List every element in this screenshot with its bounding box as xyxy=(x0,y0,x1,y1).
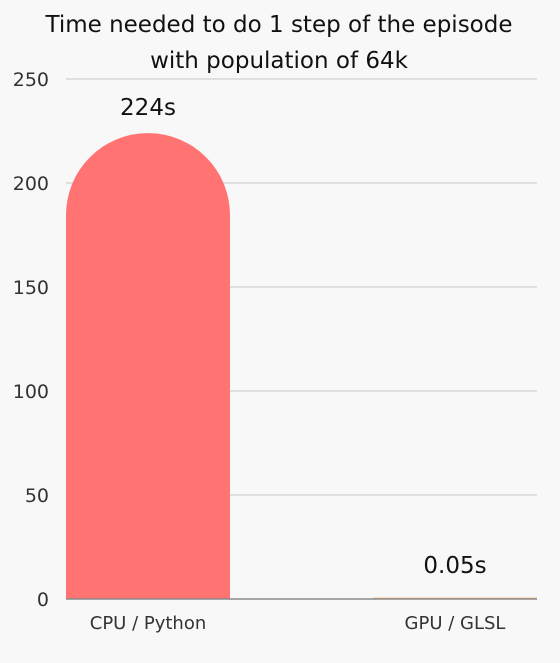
y-tick-label-4: 200 xyxy=(13,173,49,195)
chart-title-line-2: with population of 64k xyxy=(150,48,409,74)
y-tick-label-3: 150 xyxy=(13,277,49,299)
y-tick-label-2: 100 xyxy=(13,381,49,403)
bar-0 xyxy=(66,133,230,599)
y-axis-ticks: 0 50 100 150 200 250 xyxy=(13,69,49,611)
y-tick-label-0: 0 xyxy=(37,589,49,611)
data-labels: 224s 0.05s xyxy=(120,95,487,579)
bars xyxy=(66,133,537,599)
data-label-0: 224s xyxy=(120,95,176,121)
category-label-1: GPU / GLSL xyxy=(405,613,506,634)
chart-title-line-1: Time needed to do 1 step of the episode xyxy=(44,12,512,38)
y-tick-label-1: 50 xyxy=(25,485,49,507)
category-label-0: CPU / Python xyxy=(90,613,207,634)
y-tick-label-5: 250 xyxy=(13,69,49,91)
data-label-1: 0.05s xyxy=(423,553,486,579)
category-labels: CPU / Python GPU / GLSL xyxy=(90,613,506,634)
